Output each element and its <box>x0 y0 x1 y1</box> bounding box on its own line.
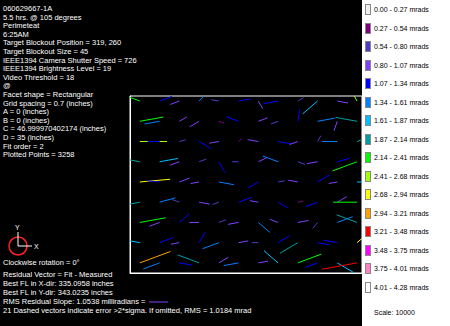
html-text:21 Dashed vectors indicate err: 21 Dashed vectors indicate error >2*sigm… <box>3 306 252 315</box>
html-text:Target Blockout Position = 319: Target Blockout Position = 319, 260 <box>3 38 122 48</box>
html-text:6:25AM: 6:25AM <box>3 29 29 39</box>
html-text:3.48 - 3.75 mrads: 3.48 - 3.75 mrads <box>374 246 429 254</box>
html-text:Best FL in Y-dir: 343.0235 inc: Best FL in Y-dir: 343.0235 inches <box>3 288 113 297</box>
html-text:2.68 - 2.94 mrads: 2.68 - 2.94 mrads <box>374 191 429 198</box>
html-text:Target Blockout Size = 45: Target Blockout Size = 45 <box>3 47 89 56</box>
html-text:1.61 - 1.87 mrads: 1.61 - 1.87 mrads <box>374 117 429 124</box>
html-text:0.54 - 0.80 mrads: 0.54 - 0.80 mrads <box>374 43 429 50</box>
html-text:Residual Vector = Fit - Measur: Residual Vector = Fit - Measured <box>3 270 113 279</box>
svg-text:X: X <box>34 243 39 250</box>
html-text:IEEE1394 Brightness Level = 19: IEEE1394 Brightness Level = 19 <box>3 64 112 74</box>
html-text:Fit order = 2: Fit order = 2 <box>3 141 44 151</box>
html-text:Plotted Points = 3258: Plotted Points = 3258 <box>3 150 75 160</box>
html-text:Grid spacing = 0.7 (inches): Grid spacing = 0.7 (inches) <box>3 98 93 108</box>
html-text:IEEE1394 Camera Shutter Speed: IEEE1394 Camera Shutter Speed = 726 <box>3 55 137 65</box>
html-text:0.00 - 0.27 mrads: 0.00 - 0.27 mrads <box>374 6 429 13</box>
html-text:Scale: 10000: Scale: 10000 <box>374 309 415 316</box>
html-text:Perimeteat: Perimeteat <box>3 21 40 31</box>
html-text:3.75 - 4.01 mrads: 3.75 - 4.01 mrads <box>374 265 429 272</box>
html-text:B = 0 (inches): B = 0 (inches) <box>3 115 50 125</box>
html-text:A = 0 (inches): A = 0 (inches) <box>3 107 50 117</box>
svg-text:Y: Y <box>15 224 20 231</box>
html-text:0.80 - 1.07 mrads: 0.80 - 1.07 mrads <box>374 61 429 69</box>
html-text:060629667-1A: 060629667-1A <box>3 4 53 13</box>
html-text:Facet shape = Rectangular: Facet shape = Rectangular <box>3 90 94 99</box>
html-text:0.27 - 0.54 mrads: 0.27 - 0.54 mrads <box>374 24 429 32</box>
html-text:1.07 - 1.34 mrads: 1.07 - 1.34 mrads <box>374 80 429 87</box>
html-text:3.21 - 3.48 mrads: 3.21 - 3.48 mrads <box>374 228 429 235</box>
html-text:5.5 hrs. @ 105 degrees: 5.5 hrs. @ 105 degrees <box>3 12 82 22</box>
html-text:2.14 - 2.41 mrads: 2.14 - 2.41 mrads <box>374 154 429 161</box>
html-text:C = 46.999970402174 (inches): C = 46.999970402174 (inches) <box>3 124 107 134</box>
html-text:2.41 - 2.68 mrads: 2.41 - 2.68 mrads <box>374 172 429 180</box>
html-text:D = 35 (inches): D = 35 (inches) <box>3 133 55 142</box>
html-text:Video Threshold = 18: Video Threshold = 18 <box>3 72 75 82</box>
html-text:1.87 - 2.14 mrads: 1.87 - 2.14 mrads <box>374 135 429 143</box>
html-text:Clockwise rotation = 0°: Clockwise rotation = 0° <box>3 258 80 267</box>
html-text:2.94 - 3.21 mrads: 2.94 - 3.21 mrads <box>374 209 429 217</box>
html-text:1.34 - 1.61 mrads: 1.34 - 1.61 mrads <box>374 98 429 106</box>
html-text:Best FL in X-dir: 335.0958 inc: Best FL in X-dir: 335.0958 inches <box>3 279 114 288</box>
html-text:RMS Residual Slope: 1.0538 mil: RMS Residual Slope: 1.0538 milliradians … <box>3 297 146 306</box>
html-text:4.01 - 4.28 mrads: 4.01 - 4.28 mrads <box>374 283 429 291</box>
